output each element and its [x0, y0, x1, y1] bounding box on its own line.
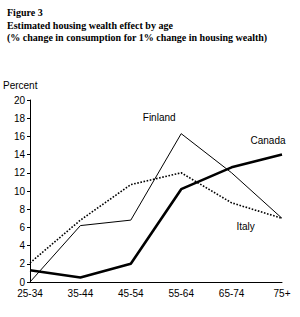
svg-text:20: 20	[14, 95, 26, 106]
svg-text:12: 12	[14, 167, 26, 178]
svg-text:(% change in consumption for 1: (% change in consumption for 1% change i…	[7, 32, 267, 44]
svg-text:55-64: 55-64	[168, 288, 194, 299]
svg-text:Percent: Percent	[3, 80, 38, 91]
svg-text:Estimated housing wealth effec: Estimated housing wealth effect by age	[7, 20, 173, 31]
svg-text:35-44: 35-44	[68, 288, 94, 299]
svg-text:6: 6	[19, 222, 25, 233]
svg-text:18: 18	[14, 113, 26, 124]
svg-text:Figure 3: Figure 3	[7, 7, 43, 18]
svg-text:16: 16	[14, 131, 26, 142]
svg-text:10: 10	[14, 186, 26, 197]
svg-text:2: 2	[19, 258, 25, 269]
svg-text:65-74: 65-74	[219, 288, 245, 299]
svg-text:45-54: 45-54	[118, 288, 144, 299]
svg-text:0: 0	[19, 277, 25, 288]
svg-text:8: 8	[19, 204, 25, 215]
svg-text:25-34: 25-34	[17, 288, 43, 299]
svg-text:14: 14	[14, 149, 26, 160]
svg-text:4: 4	[19, 240, 25, 251]
svg-text:Italy: Italy	[236, 221, 254, 232]
svg-text:Canada: Canada	[250, 135, 285, 146]
svg-text:Finland: Finland	[143, 112, 176, 123]
svg-text:75+: 75+	[274, 288, 291, 299]
